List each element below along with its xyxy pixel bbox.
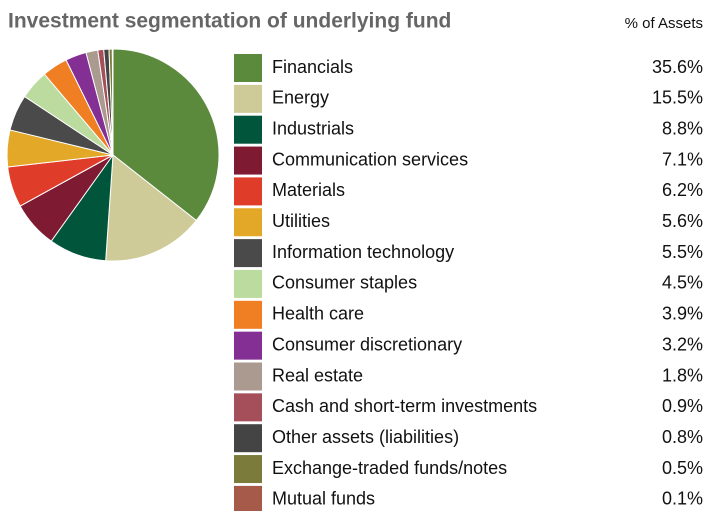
value-label: 6.2%: [662, 180, 703, 200]
legend-swatch: [234, 393, 262, 422]
value-label: 0.5%: [662, 458, 703, 478]
legend-swatch: [234, 424, 262, 453]
legend-swatch: [234, 54, 262, 82]
legend-label: Utilities: [272, 211, 330, 231]
legend-swatch: [234, 331, 262, 360]
legend-swatch: [234, 362, 262, 391]
legend-label: Information technology: [272, 242, 454, 262]
legend-swatch: [234, 208, 262, 237]
legend-label: Mutual funds: [272, 489, 375, 509]
value-label: 5.5%: [662, 242, 703, 262]
value-label: 7.1%: [662, 149, 703, 169]
legend-swatch: [234, 269, 262, 298]
value-label: 35.6%: [652, 57, 703, 77]
legend-label: Financials: [272, 57, 353, 77]
legend-swatch: [234, 239, 262, 268]
legend-label: Cash and short-term investments: [272, 396, 537, 416]
legend-label: Other assets (liabilities): [272, 427, 459, 447]
value-label: 5.6%: [662, 211, 703, 231]
value-label: 0.1%: [662, 489, 703, 509]
legend-label: Communication services: [272, 149, 468, 169]
value-label: 8.8%: [662, 118, 703, 138]
legend-swatch: [234, 177, 262, 206]
value-label: 0.9%: [662, 396, 703, 416]
legend-label: Exchange-traded funds/notes: [272, 458, 507, 478]
legend-label: Consumer staples: [272, 273, 417, 293]
pie-slice: [112, 48, 220, 222]
legend-label: Health care: [272, 304, 364, 324]
legend-label: Real estate: [272, 365, 363, 385]
value-label: 4.5%: [662, 273, 703, 293]
legend-swatch: [234, 84, 262, 113]
legend-swatch: [234, 146, 262, 175]
chart-title: Investment segmentation of underlying fu…: [8, 10, 451, 33]
legend-swatch: [234, 300, 262, 329]
value-label: 1.8%: [662, 365, 703, 385]
legend-swatch: [234, 455, 262, 484]
value-label: 15.5%: [652, 88, 703, 108]
legend-label: Industrials: [272, 118, 354, 138]
value-label: 0.8%: [662, 427, 703, 447]
value-header: % of Assets: [625, 15, 703, 32]
legend-label: Consumer discretionary: [272, 334, 462, 354]
value-label: 3.9%: [662, 304, 703, 324]
legend-label: Energy: [272, 88, 329, 108]
pie-slice: [111, 48, 114, 156]
pie-slice: [105, 154, 198, 262]
legend-label: Materials: [272, 180, 345, 200]
value-label: 3.2%: [662, 334, 703, 354]
legend-swatch: [234, 485, 262, 511]
legend-swatch: [234, 115, 262, 144]
